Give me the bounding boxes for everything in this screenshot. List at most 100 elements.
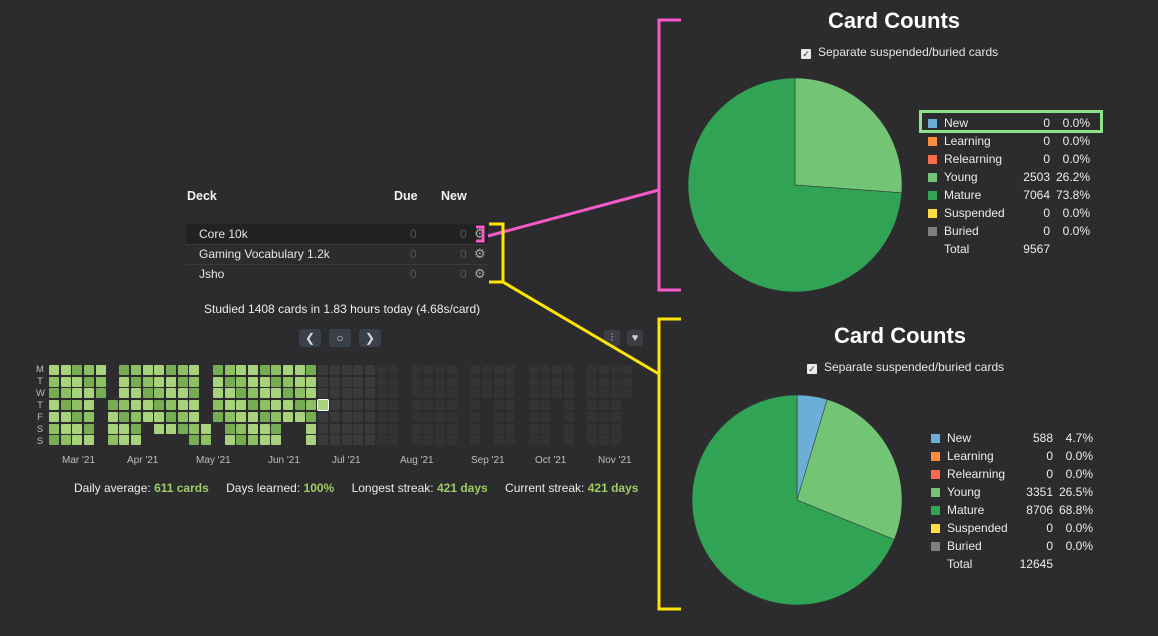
heatmap-day-cell[interactable] bbox=[294, 400, 305, 411]
heatmap-day-cell[interactable] bbox=[72, 435, 83, 446]
heatmap-day-cell[interactable] bbox=[212, 365, 223, 375]
heatmap-day-cell[interactable] bbox=[247, 388, 258, 399]
heatmap-day-cell[interactable] bbox=[505, 388, 516, 399]
deck-row-gaming-vocabulary[interactable]: Gaming Vocabulary 1.2k 0 0 ⚙ bbox=[186, 244, 488, 264]
heatmap-day-cell[interactable] bbox=[236, 435, 247, 446]
heatmap-day-cell[interactable] bbox=[563, 388, 574, 399]
heatmap-donate-button[interactable]: ♥ bbox=[627, 330, 643, 346]
gear-icon[interactable]: ⚙ bbox=[474, 226, 486, 241]
heatmap-day-cell[interactable] bbox=[610, 400, 621, 411]
heatmap-day-cell[interactable] bbox=[49, 376, 59, 387]
heatmap-day-cell[interactable] bbox=[259, 435, 270, 446]
heatmap-day-cell[interactable] bbox=[598, 400, 609, 411]
heatmap-day-cell[interactable] bbox=[423, 388, 434, 399]
heatmap-day-cell[interactable] bbox=[130, 400, 141, 411]
heatmap-day-cell[interactable] bbox=[189, 376, 200, 387]
heatmap-day-cell[interactable] bbox=[283, 411, 293, 422]
heatmap-day-cell[interactable] bbox=[201, 435, 212, 446]
heatmap-day-cell[interactable] bbox=[598, 376, 609, 387]
heatmap-day-cell[interactable] bbox=[470, 365, 481, 375]
heatmap-day-cell[interactable] bbox=[119, 400, 130, 411]
heatmap-day-cell[interactable] bbox=[563, 435, 574, 446]
heatmap-day-cell[interactable] bbox=[84, 435, 95, 446]
heatmap-day-cell[interactable] bbox=[318, 365, 329, 375]
heatmap-day-cell[interactable] bbox=[481, 376, 492, 387]
heatmap-day-cell[interactable] bbox=[119, 411, 130, 422]
heatmap-day-cell[interactable] bbox=[563, 365, 574, 375]
heatmap-day-cell[interactable] bbox=[318, 388, 329, 399]
heatmap-day-cell[interactable] bbox=[271, 435, 282, 446]
heatmap-day-cell[interactable] bbox=[587, 376, 598, 387]
checkbox-checked-icon[interactable]: ✓ bbox=[801, 49, 811, 59]
heatmap-day-cell[interactable] bbox=[598, 435, 609, 446]
heatmap-day-cell[interactable] bbox=[446, 365, 457, 375]
heatmap-day-cell[interactable] bbox=[435, 400, 446, 411]
heatmap-day-cell[interactable] bbox=[329, 388, 340, 399]
heatmap-day-cell[interactable] bbox=[376, 435, 387, 446]
heatmap-day-cell[interactable] bbox=[528, 423, 539, 434]
heatmap-day-cell[interactable] bbox=[236, 423, 247, 434]
legend-row-mature[interactable]: Mature 8706 68.8% bbox=[931, 501, 1101, 519]
heatmap-day-cell[interactable] bbox=[60, 376, 71, 387]
heatmap-day-cell[interactable] bbox=[166, 423, 176, 434]
heatmap-day-cell[interactable] bbox=[259, 423, 270, 434]
heatmap-options-button[interactable]: ⫶ bbox=[604, 330, 620, 346]
heatmap-day-cell[interactable] bbox=[470, 388, 481, 399]
heatmap-day-cell[interactable] bbox=[388, 388, 399, 399]
heatmap-day-cell[interactable] bbox=[60, 411, 71, 422]
heatmap-day-cell[interactable] bbox=[364, 435, 375, 446]
heatmap-day-cell[interactable] bbox=[283, 400, 293, 411]
heatmap-day-cell[interactable] bbox=[166, 400, 176, 411]
deck-row-jsho[interactable]: Jsho 0 0 ⚙ bbox=[186, 264, 488, 284]
heatmap-day-cell[interactable] bbox=[130, 376, 141, 387]
heatmap-day-cell[interactable] bbox=[411, 388, 422, 399]
heatmap-day-cell[interactable] bbox=[341, 388, 352, 399]
heatmap-day-cell[interactable] bbox=[587, 423, 598, 434]
heatmap-day-cell[interactable] bbox=[388, 423, 399, 434]
heatmap-day-cell[interactable] bbox=[119, 376, 130, 387]
heatmap-day-cell[interactable] bbox=[493, 365, 504, 375]
heatmap-day-cell[interactable] bbox=[130, 388, 141, 399]
heatmap-day-cell[interactable] bbox=[446, 411, 457, 422]
heatmap-day-cell[interactable] bbox=[388, 376, 399, 387]
heatmap-day-cell[interactable] bbox=[587, 435, 598, 446]
heatmap-day-cell[interactable] bbox=[60, 365, 71, 375]
heatmap-day-cell[interactable] bbox=[107, 423, 118, 434]
heatmap-day-cell[interactable] bbox=[505, 365, 516, 375]
heatmap-day-cell[interactable] bbox=[306, 435, 317, 446]
heatmap-day-cell[interactable] bbox=[610, 388, 621, 399]
heatmap-day-cell[interactable] bbox=[224, 376, 235, 387]
heatmap-day-cell[interactable] bbox=[329, 400, 340, 411]
heatmap-day-cell[interactable] bbox=[376, 365, 387, 375]
heatmap-day-cell[interactable] bbox=[587, 388, 598, 399]
heatmap-day-cell[interactable] bbox=[212, 400, 223, 411]
legend-row-suspended[interactable]: Suspended 0 0.0% bbox=[931, 519, 1101, 537]
heatmap-day-cell[interactable] bbox=[236, 400, 247, 411]
heatmap-day-cell[interactable] bbox=[177, 376, 188, 387]
heatmap-day-cell[interactable] bbox=[119, 388, 130, 399]
heatmap-day-cell[interactable] bbox=[423, 376, 434, 387]
heatmap-day-cell[interactable] bbox=[353, 411, 364, 422]
heatmap-day-cell[interactable] bbox=[318, 435, 329, 446]
heatmap-day-cell[interactable] bbox=[587, 365, 598, 375]
heatmap-day-cell[interactable] bbox=[540, 411, 551, 422]
heatmap-day-cell[interactable] bbox=[177, 388, 188, 399]
heatmap-day-cell[interactable] bbox=[271, 388, 282, 399]
heatmap-day-cell[interactable] bbox=[598, 423, 609, 434]
legend-row-new[interactable]: New 588 4.7% bbox=[931, 429, 1101, 447]
heatmap-day-cell[interactable] bbox=[493, 376, 504, 387]
heatmap-day-cell[interactable] bbox=[622, 388, 633, 399]
heatmap-day-cell[interactable] bbox=[528, 435, 539, 446]
heatmap-day-cell[interactable] bbox=[84, 411, 95, 422]
heatmap-day-cell[interactable] bbox=[294, 411, 305, 422]
heatmap-day-cell[interactable] bbox=[610, 376, 621, 387]
heatmap-day-cell[interactable] bbox=[423, 411, 434, 422]
heatmap-day-cell[interactable] bbox=[154, 423, 165, 434]
heatmap-day-cell[interactable] bbox=[130, 411, 141, 422]
heatmap-day-cell[interactable] bbox=[364, 365, 375, 375]
heatmap-day-cell[interactable] bbox=[446, 400, 457, 411]
legend-row-young[interactable]: Young 2503 26.2% bbox=[928, 168, 1098, 186]
heatmap-today-cell[interactable] bbox=[317, 399, 330, 412]
heatmap-day-cell[interactable] bbox=[493, 411, 504, 422]
heatmap-day-cell[interactable] bbox=[166, 411, 176, 422]
